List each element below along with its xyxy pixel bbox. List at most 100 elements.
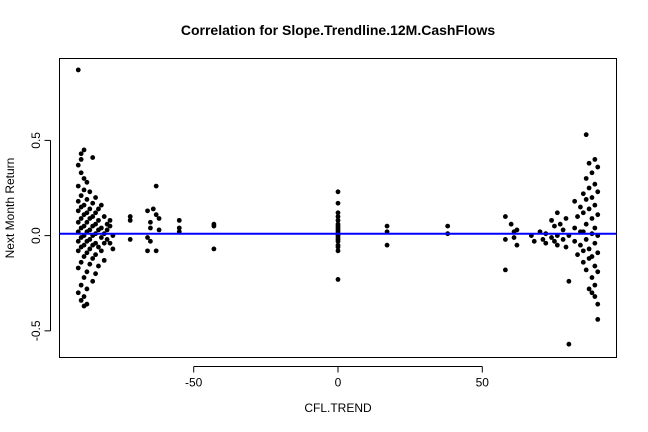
data-point: [84, 250, 90, 256]
data-point: [176, 225, 182, 231]
data-point: [156, 227, 162, 233]
data-point: [127, 214, 133, 219]
data-point: [592, 157, 598, 162]
data-point: [75, 183, 81, 189]
data-point: [592, 202, 598, 208]
data-point: [96, 206, 101, 212]
data-point: [578, 204, 583, 210]
data-point: [583, 197, 589, 202]
data-point: [595, 189, 601, 195]
data-point: [335, 189, 341, 195]
data-point: [81, 187, 87, 193]
data-point: [90, 242, 96, 248]
data-point: [101, 214, 107, 219]
data-point: [75, 290, 81, 296]
data-point: [554, 210, 560, 216]
data-point: [81, 147, 87, 153]
data-point: [595, 250, 601, 256]
data-point: [87, 189, 93, 195]
y-tick-label: 0.5: [29, 132, 43, 149]
data-point: [583, 176, 589, 181]
data-point: [595, 301, 601, 307]
data-point: [592, 181, 598, 187]
y-tick-label: 0.0: [29, 227, 43, 244]
data-point: [75, 238, 81, 244]
data-point: [75, 198, 81, 204]
x-axis-title: CFL.TREND: [304, 401, 372, 415]
data-point: [211, 223, 217, 229]
data-point: [592, 282, 598, 288]
data-point: [502, 237, 508, 242]
data-point: [502, 214, 508, 219]
data-point: [78, 282, 84, 288]
data-point: [84, 197, 90, 202]
data-point: [566, 278, 572, 284]
data-point: [211, 246, 217, 252]
data-point: [148, 225, 153, 231]
data-point: [96, 263, 101, 269]
data-point: [583, 237, 589, 242]
data-point: [580, 248, 586, 254]
data-point: [110, 246, 116, 252]
data-point: [586, 185, 592, 191]
data-point: [84, 238, 90, 244]
data-point: [580, 210, 586, 216]
data-point: [145, 248, 150, 254]
data-point: [156, 216, 162, 221]
data-point: [87, 206, 93, 212]
data-point: [98, 235, 104, 240]
data-point: [75, 67, 81, 73]
data-point: [148, 238, 153, 244]
data-point: [78, 204, 84, 210]
data-point: [595, 164, 601, 170]
data-point: [589, 195, 595, 200]
data-point: [595, 269, 601, 275]
data-point: [127, 237, 133, 242]
chart-title: Correlation for Slope.Trendline.12M.Cash…: [181, 22, 495, 38]
data-point: [552, 223, 557, 229]
data-point: [554, 242, 560, 248]
data-point: [384, 223, 390, 229]
data-point: [101, 257, 107, 263]
data-point: [578, 242, 583, 248]
data-point: [78, 244, 84, 250]
data-point: [563, 216, 569, 221]
data-point: [84, 179, 90, 185]
data-point: [589, 290, 595, 296]
data-point: [540, 237, 546, 242]
data-point: [75, 162, 81, 168]
data-point: [101, 240, 107, 246]
data-point: [563, 244, 569, 250]
data-point: [335, 217, 341, 223]
data-point: [93, 271, 98, 277]
data-point: [557, 221, 563, 227]
data-point: [514, 242, 520, 248]
data-point: [98, 248, 104, 254]
data-point: [549, 235, 554, 240]
data-point: [583, 221, 589, 227]
data-point: [560, 227, 566, 233]
data-point: [592, 294, 598, 299]
data-point: [90, 256, 96, 261]
data-point: [560, 237, 566, 242]
data-point: [96, 244, 101, 250]
x-axis: -50 0 50: [185, 366, 489, 390]
data-point: [176, 217, 182, 223]
data-point: [592, 240, 598, 246]
data-point: [543, 240, 549, 246]
data-point: [589, 216, 595, 221]
data-point: [81, 212, 87, 218]
data-point: [93, 252, 98, 258]
data-point: [78, 151, 84, 157]
data-point: [592, 263, 598, 269]
data-point: [75, 248, 81, 254]
data-point: [595, 317, 601, 322]
data-point: [583, 132, 589, 138]
data-point: [145, 208, 150, 214]
data-point: [84, 219, 90, 225]
data-point: [531, 238, 537, 244]
data-point: [580, 259, 586, 265]
data-point: [78, 170, 84, 176]
data-point: [93, 195, 98, 200]
